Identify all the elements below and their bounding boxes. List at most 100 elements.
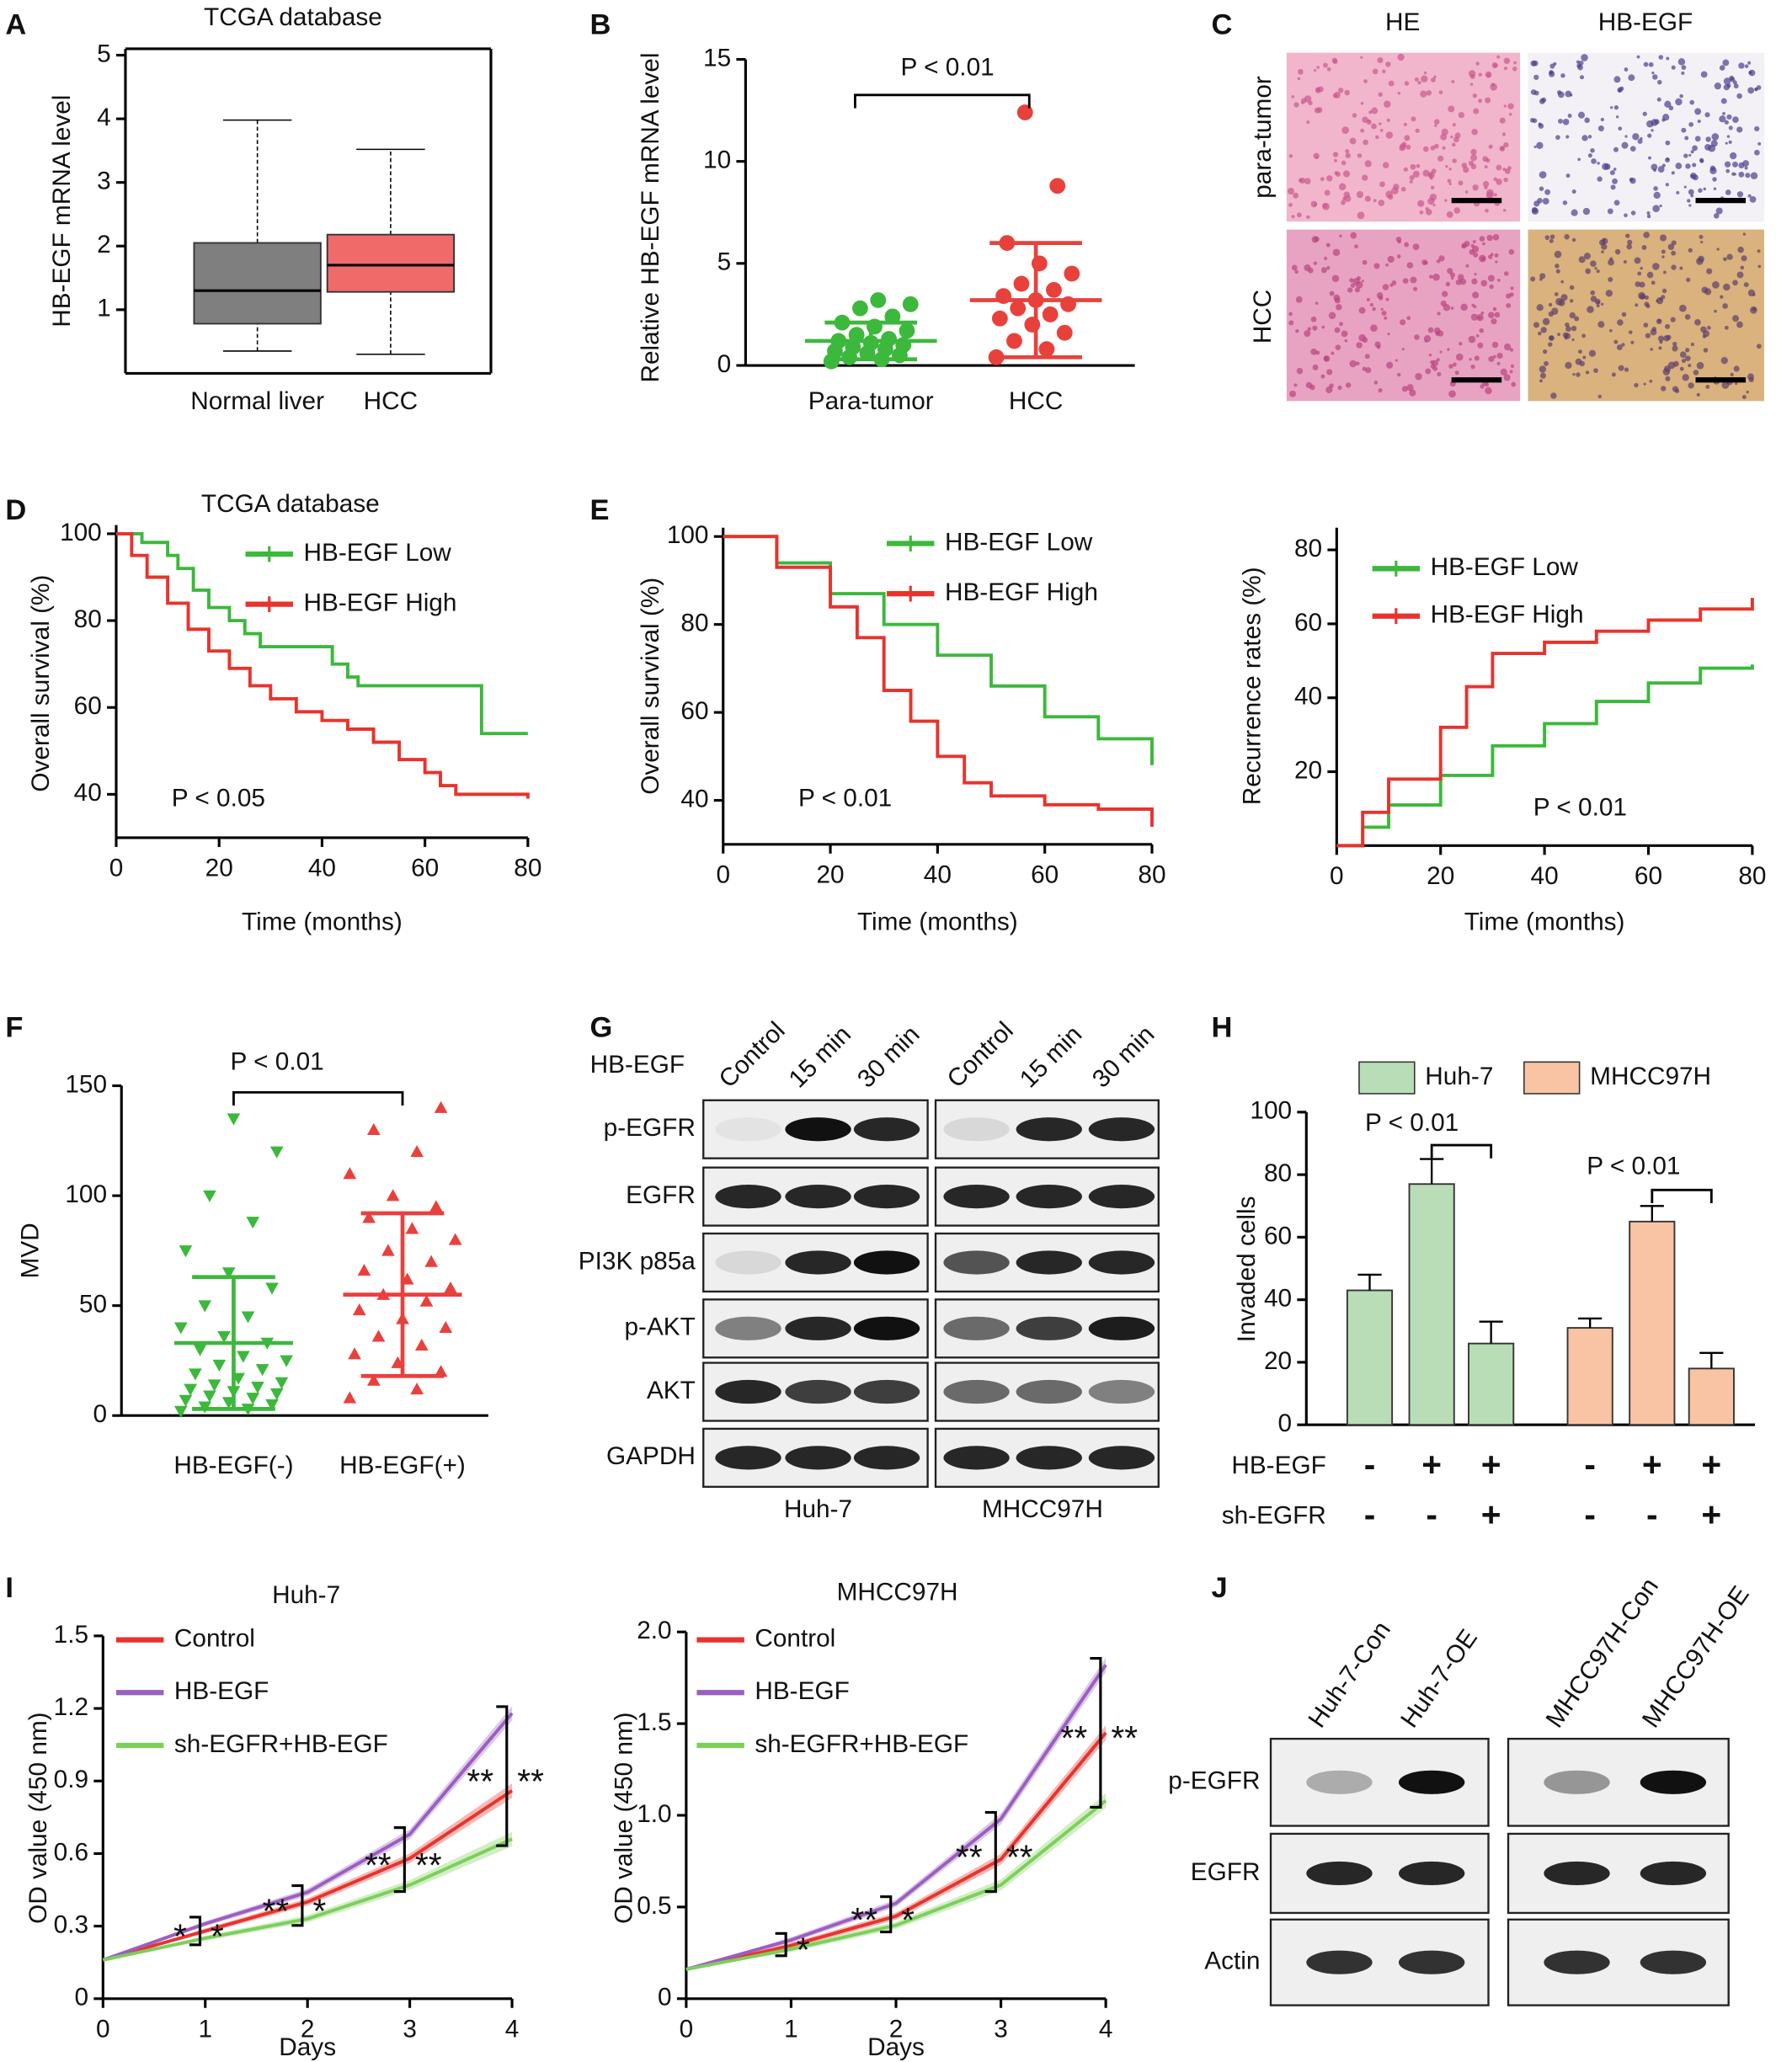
condition-sign: - <box>1584 1495 1596 1534</box>
cell-nucleus <box>1489 284 1494 290</box>
data-point <box>173 1322 188 1335</box>
cell-nucleus <box>1304 330 1311 338</box>
cell-nucleus <box>1450 306 1454 310</box>
cell-nucleus <box>1453 136 1459 143</box>
cell-nucleus <box>1447 348 1450 351</box>
cell-nucleus <box>1635 303 1639 307</box>
data-point <box>434 1100 448 1113</box>
blot-row-label: p-EGFR <box>604 1114 696 1142</box>
cell-nucleus <box>1409 389 1416 397</box>
cell-nucleus <box>1591 158 1597 164</box>
y-axis-title: OD value (450 nm) <box>611 1712 638 1923</box>
cell-nucleus <box>1388 194 1394 200</box>
cell-nucleus <box>1363 139 1368 146</box>
cell-nucleus <box>1482 242 1485 246</box>
cell-nucleus <box>1538 331 1542 336</box>
blot-row-label: Actin <box>1204 1947 1260 1975</box>
bar <box>1468 1342 1515 1426</box>
cell-nucleus <box>1362 259 1368 265</box>
cell-nucleus <box>1486 234 1493 242</box>
cell-nucleus <box>1510 364 1515 368</box>
x-tick-label: 80 <box>1138 860 1165 888</box>
category-label: HCC <box>1009 387 1064 415</box>
cell-nucleus <box>1690 194 1694 198</box>
cell-nucleus <box>1688 248 1693 253</box>
cell-nucleus <box>1749 195 1757 203</box>
cell-nucleus <box>1508 248 1515 255</box>
blot-band <box>1016 1316 1082 1340</box>
cell-nucleus <box>1665 183 1669 187</box>
cell-nucleus <box>1450 135 1453 139</box>
cell-nucleus <box>1364 354 1370 360</box>
series-line <box>1336 598 1754 848</box>
cell-nucleus <box>1579 360 1585 367</box>
cell-nucleus <box>1675 98 1683 106</box>
data-point <box>424 1255 439 1267</box>
cell-nucleus <box>1664 365 1672 373</box>
blot-band <box>1544 1861 1610 1886</box>
panel-label: F <box>5 1011 23 1043</box>
blot-band <box>785 1117 851 1142</box>
cell-nucleus <box>1640 293 1646 300</box>
panel-label: C <box>1211 8 1232 40</box>
cell-nucleus <box>1564 333 1571 339</box>
cell-nucleus <box>1452 158 1457 163</box>
cell-nucleus <box>1581 135 1588 141</box>
y-tick-label: 2 <box>97 231 111 258</box>
cell-nucleus <box>1643 61 1649 67</box>
cell-nucleus <box>1295 296 1303 303</box>
cell-nucleus <box>1560 280 1564 284</box>
data-point <box>236 1351 250 1363</box>
y-tick-label: 0 <box>93 1400 107 1428</box>
cell-nucleus <box>1478 99 1483 104</box>
cell-nucleus <box>1373 381 1379 385</box>
y-tick-label: 40 <box>1294 683 1322 711</box>
cell-nucleus <box>1699 157 1704 163</box>
y-tick-label: 1.5 <box>54 1621 88 1649</box>
cell-nucleus <box>1675 163 1683 169</box>
bar <box>1629 1220 1676 1426</box>
x-tick-label: 40 <box>1531 862 1559 890</box>
cell-nucleus <box>1577 111 1586 119</box>
cell-nucleus <box>1404 81 1410 86</box>
cell-nucleus <box>1587 153 1592 158</box>
cell-nucleus <box>1590 290 1596 296</box>
cell-nucleus <box>1458 180 1464 186</box>
data-point <box>366 1373 381 1386</box>
cell-nucleus <box>1381 311 1387 317</box>
cell-nucleus <box>1721 381 1730 389</box>
cell-nucleus <box>1334 171 1339 175</box>
cell-nucleus <box>1315 87 1320 92</box>
cell-nucleus <box>1723 283 1731 291</box>
cell-nucleus <box>1497 278 1501 282</box>
cell-nucleus <box>1349 137 1357 145</box>
cell-nucleus <box>1406 316 1411 321</box>
cell-nucleus <box>1671 240 1677 246</box>
cell-nucleus <box>1624 213 1628 218</box>
y-tick-label: 4 <box>97 104 111 131</box>
y-tick-label: 0.3 <box>54 1910 88 1938</box>
data-point <box>179 1394 193 1407</box>
lane-label: MHCC97H-OE <box>1637 1581 1755 1733</box>
cell-nucleus <box>1513 61 1517 65</box>
data-point <box>429 1200 443 1212</box>
panel-label: E <box>589 494 609 526</box>
cell-nucleus <box>1395 359 1398 362</box>
data-point <box>414 1338 429 1351</box>
cell-nucleus <box>1635 281 1641 287</box>
data-point <box>371 1329 386 1342</box>
x-tick-label: 0 <box>680 2015 694 2043</box>
cell-nucleus <box>1677 58 1686 66</box>
cell-nucleus <box>1585 268 1592 274</box>
y-tick-label: 40 <box>680 785 708 813</box>
y-tick-label: 100 <box>667 521 709 549</box>
cell-nucleus <box>1601 250 1604 253</box>
data-point <box>405 1222 419 1234</box>
cell-nucleus <box>1437 155 1444 162</box>
cell-nucleus <box>1548 311 1554 317</box>
blot-band <box>1088 1185 1155 1209</box>
cell-nucleus <box>1594 267 1597 270</box>
cell-nucleus <box>1660 234 1667 242</box>
cell-nucleus <box>1470 163 1477 170</box>
